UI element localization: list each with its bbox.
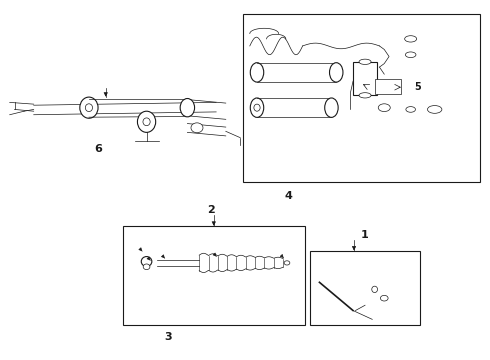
Bar [375,80,401,94]
Ellipse shape [85,104,93,112]
Text: 3: 3 [164,332,172,342]
Ellipse shape [284,261,290,265]
Text: 4: 4 [284,190,292,201]
Text: 2: 2 [207,205,215,215]
Bar [243,14,480,182]
Ellipse shape [406,107,416,112]
Ellipse shape [137,111,156,132]
Ellipse shape [325,98,338,117]
Ellipse shape [191,123,203,133]
Ellipse shape [250,98,264,117]
Ellipse shape [427,105,442,113]
Ellipse shape [372,286,377,293]
Ellipse shape [380,295,388,301]
Ellipse shape [141,257,152,266]
Text: 6: 6 [95,144,102,154]
Ellipse shape [359,59,371,64]
Text: 1: 1 [361,230,369,240]
Ellipse shape [143,118,150,126]
Ellipse shape [254,104,260,111]
Ellipse shape [329,63,343,82]
Bar [353,62,377,95]
Ellipse shape [143,264,150,270]
Ellipse shape [405,36,416,42]
Ellipse shape [180,99,195,117]
Ellipse shape [378,104,390,112]
Bar [310,251,420,325]
Text: 5: 5 [415,81,421,91]
Ellipse shape [250,63,264,82]
Ellipse shape [80,97,98,118]
Bar [122,226,305,325]
Ellipse shape [359,93,371,98]
Ellipse shape [405,52,416,58]
